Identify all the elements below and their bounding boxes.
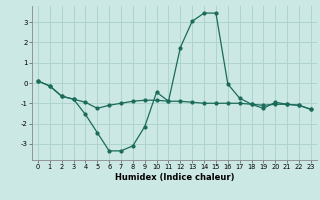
- X-axis label: Humidex (Indice chaleur): Humidex (Indice chaleur): [115, 173, 234, 182]
